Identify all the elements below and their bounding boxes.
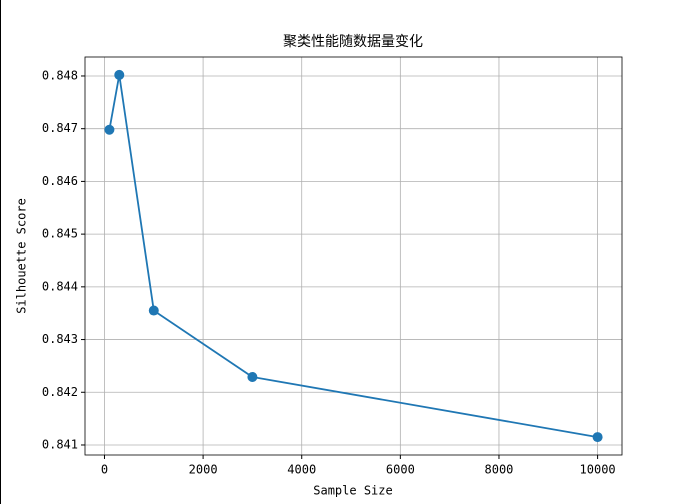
y-tick-label: 0.843 bbox=[42, 332, 78, 346]
plot-frame bbox=[84, 56, 623, 456]
marker bbox=[104, 124, 115, 135]
x-tick-label: 2000 bbox=[189, 463, 218, 477]
y-tick-label: 0.847 bbox=[42, 121, 78, 135]
y-tick-label: 0.846 bbox=[42, 174, 78, 188]
y-tick-label: 0.841 bbox=[42, 437, 78, 451]
marker bbox=[592, 432, 603, 443]
x-tick-label: 8000 bbox=[485, 463, 514, 477]
y-tick-label: 0.848 bbox=[42, 68, 78, 82]
marker bbox=[148, 305, 159, 316]
y-tick-label: 0.845 bbox=[42, 227, 78, 241]
y-tick-label: 0.842 bbox=[42, 385, 78, 399]
x-tick-label: 4000 bbox=[287, 463, 316, 477]
marker bbox=[247, 371, 258, 382]
chart-title: 聚类性能随数据量变化 bbox=[283, 34, 423, 50]
y-tick-label: 0.844 bbox=[42, 279, 78, 293]
marker bbox=[114, 69, 125, 80]
y-axis-label: Silhouette Score bbox=[15, 198, 29, 314]
line bbox=[108, 74, 598, 438]
x-tick-label: 10000 bbox=[580, 463, 616, 477]
x-tick-label: 0 bbox=[101, 463, 108, 477]
x-tick-label: 6000 bbox=[386, 463, 415, 477]
x-axis-label: Sample Size bbox=[313, 484, 392, 498]
